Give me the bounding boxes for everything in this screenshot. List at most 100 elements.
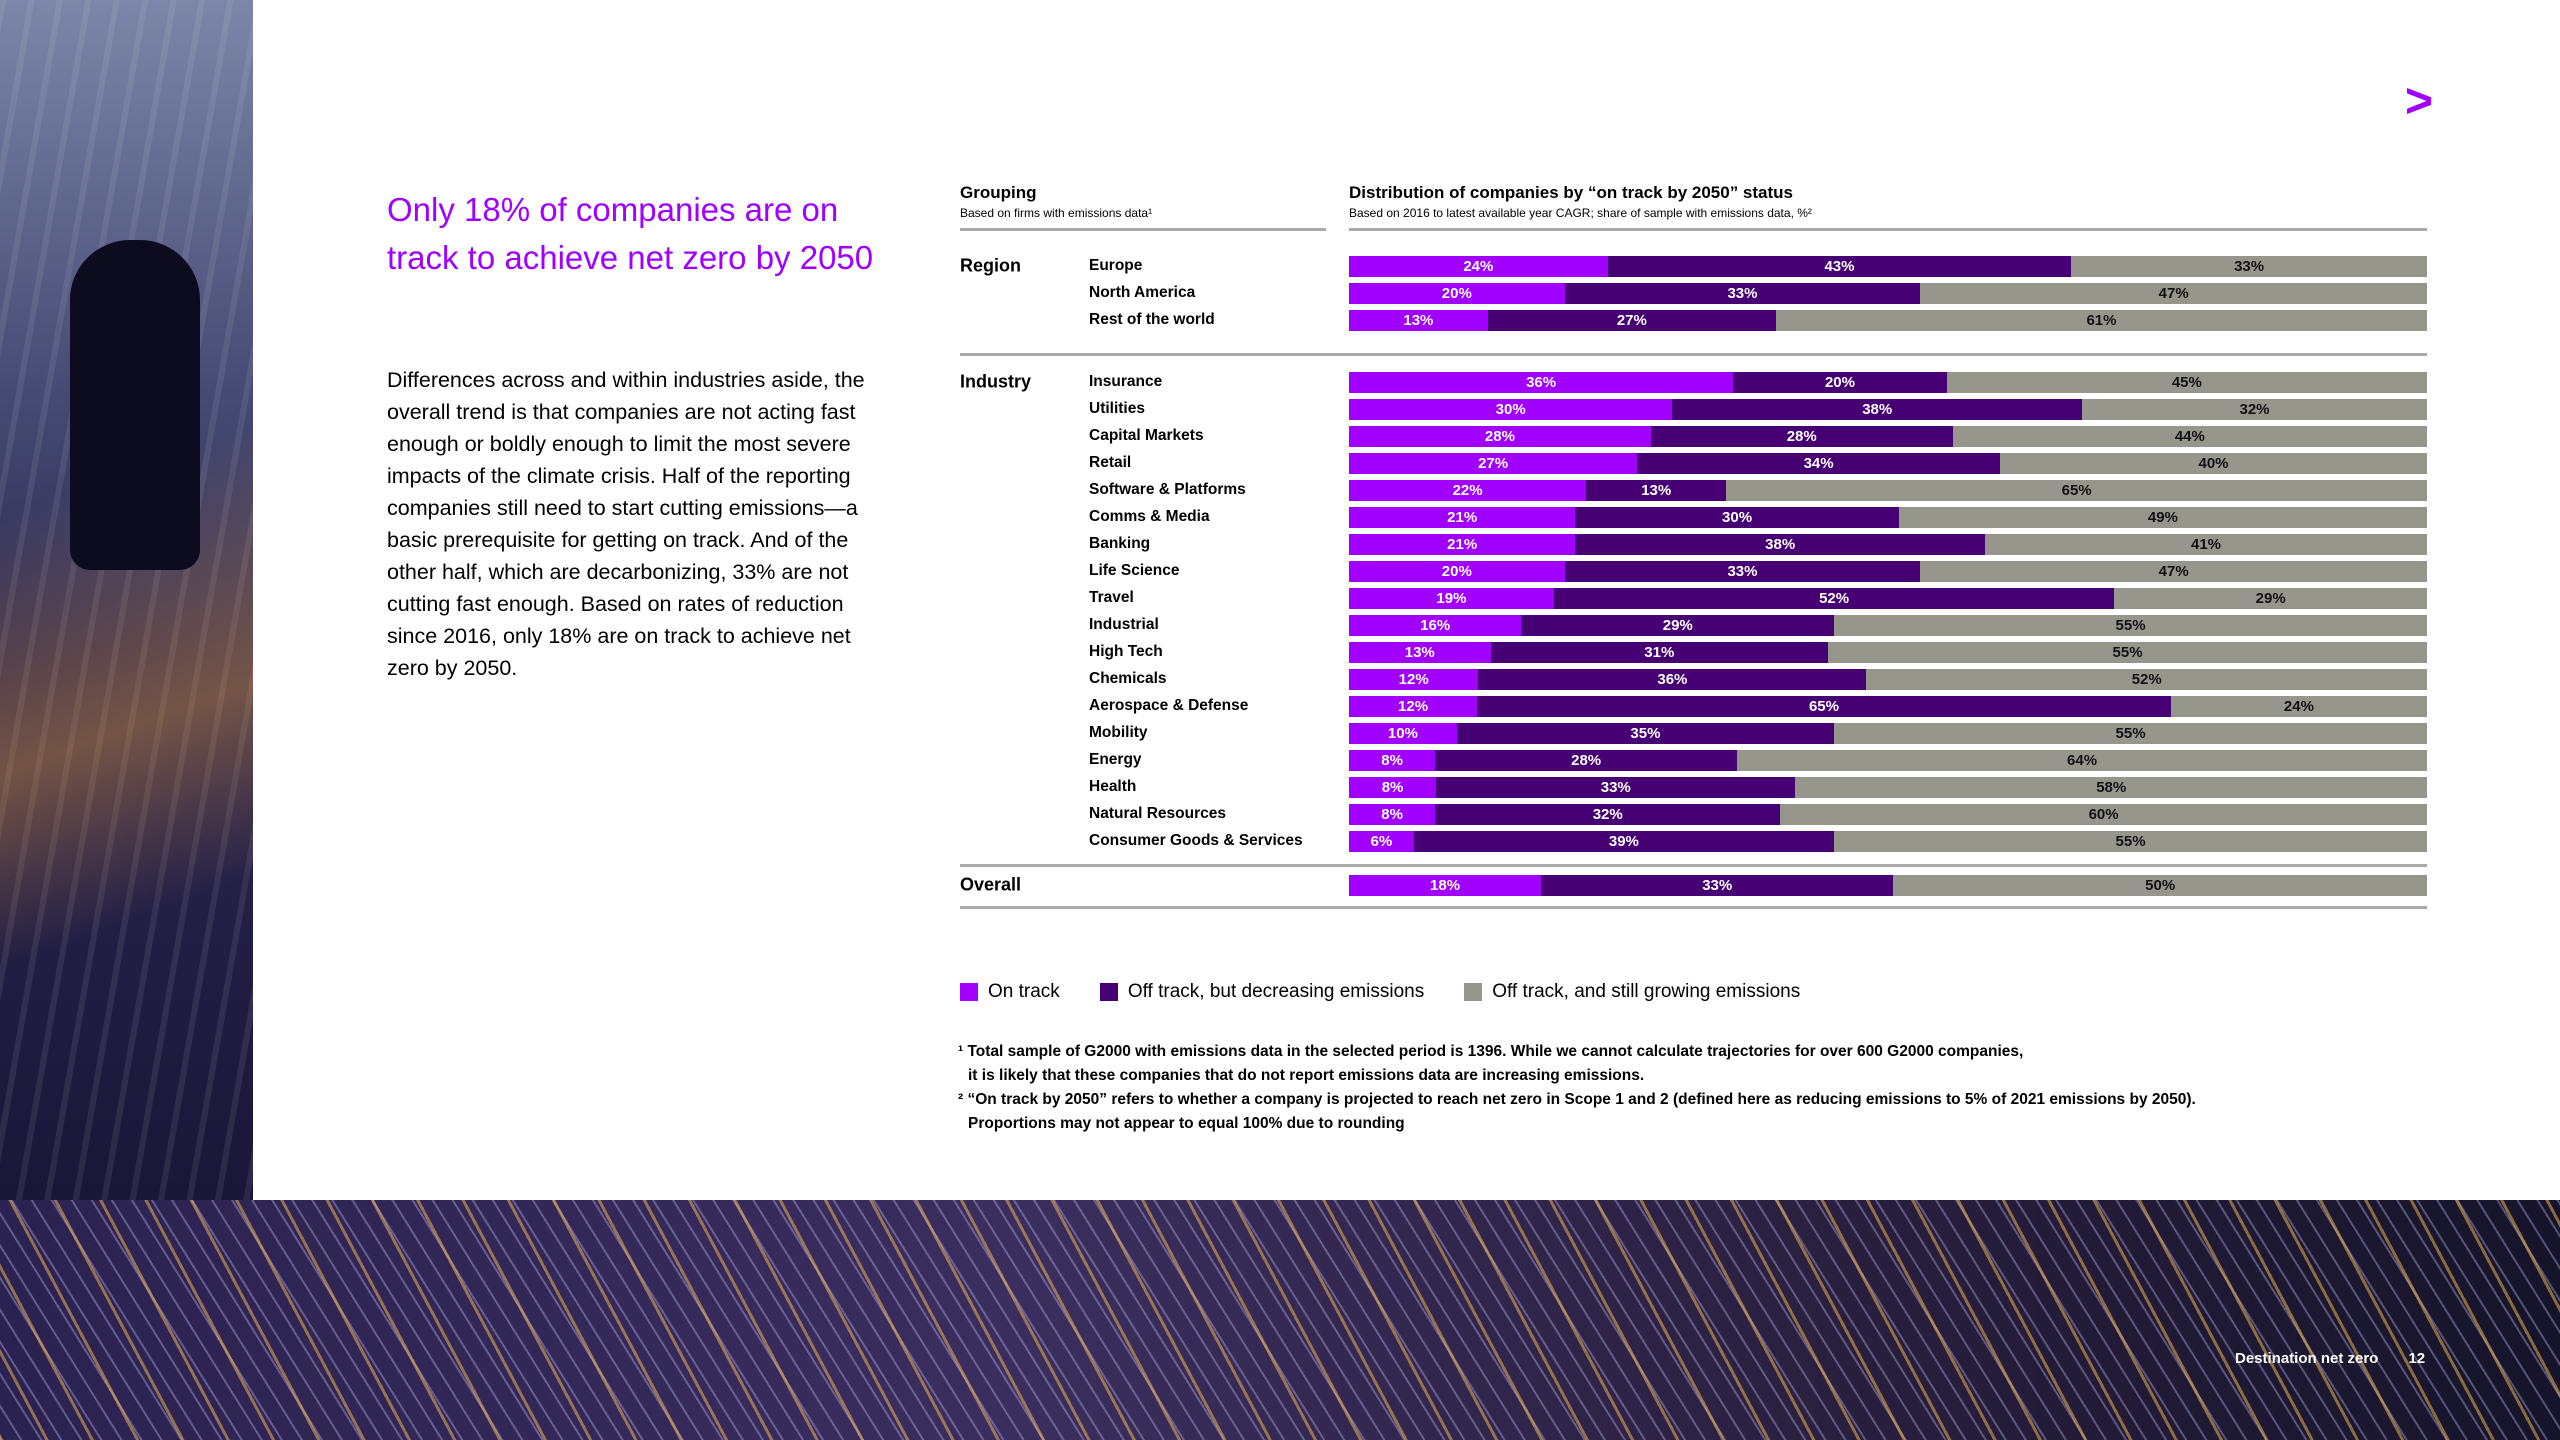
category-label: Software & Platforms <box>1089 481 1246 498</box>
bar-segment-on-track: 20% <box>1349 283 1565 304</box>
chart-title: Distribution of companies by “on track b… <box>1349 183 1793 202</box>
bar-segment-decreasing: 33% <box>1564 561 1921 582</box>
bar-segment-decreasing: 43% <box>1607 256 2072 277</box>
bar-segment-decreasing: 33% <box>1564 283 1921 304</box>
group-divider <box>960 906 2427 909</box>
bar-segment-on-track: 6% <box>1349 831 1414 852</box>
footnote: Proportions may not appear to equal 100%… <box>968 1115 1405 1132</box>
bar-segment-decreasing: 20% <box>1733 372 1947 393</box>
bar-segment-growing: 58% <box>1795 777 2427 798</box>
group-divider <box>960 353 2427 356</box>
bar-segment-growing: 40% <box>2000 453 2427 474</box>
category-label: Travel <box>1089 589 1134 606</box>
category-label: Consumer Goods & Services <box>1089 832 1303 849</box>
group-divider <box>960 864 2427 867</box>
bar-segment-decreasing: 31% <box>1490 642 1829 663</box>
bar-segment-growing: 45% <box>1946 372 2427 393</box>
bar-segment-growing: 65% <box>1726 480 2427 501</box>
bar-segment-on-track: 12% <box>1349 696 1478 717</box>
category-label: Health <box>1089 778 1137 795</box>
footnote: it is likely that these companies that d… <box>968 1067 1645 1084</box>
bar-segment-growing: 60% <box>1780 804 2427 825</box>
bar-segment-growing: 47% <box>1920 561 2427 582</box>
bar-segment-on-track: 36% <box>1349 372 1734 393</box>
bar-segment-decreasing: 32% <box>1435 804 1781 825</box>
group-label: Region <box>960 255 1021 276</box>
person-silhouette <box>70 240 200 570</box>
category-label: Capital Markets <box>1089 427 1204 444</box>
bar-segment-decreasing: 33% <box>1436 777 1796 798</box>
legend-label: On track <box>988 981 1060 1002</box>
bar-segment-on-track: 30% <box>1349 399 1673 420</box>
bar-segment-on-track: 16% <box>1349 615 1522 636</box>
bar-segment-decreasing: 52% <box>1553 588 2115 609</box>
bar-segment-growing: 49% <box>1898 507 2427 528</box>
bar-segment-on-track: 21% <box>1349 534 1576 555</box>
category-label: Europe <box>1089 257 1143 274</box>
category-label: North America <box>1089 284 1196 301</box>
bar-segment-growing: 41% <box>1985 534 2427 555</box>
category-label: Life Science <box>1089 562 1180 579</box>
bar-segment-decreasing: 38% <box>1575 534 1985 555</box>
legend: On track Off track, but decreasing emiss… <box>960 981 1800 1003</box>
bar-segment-on-track: 8% <box>1349 750 1436 771</box>
bar-segment-on-track: 13% <box>1349 642 1491 663</box>
bar-segment-decreasing: 39% <box>1413 831 1835 852</box>
legend-item-growing: Off track, and still growing emissions <box>1464 981 1800 1003</box>
bar-segment-on-track: 21% <box>1349 507 1576 528</box>
bar-segment-growing: 55% <box>1834 615 2427 636</box>
bar-segment-on-track: 27% <box>1349 453 1638 474</box>
bar-segment-growing: 61% <box>1775 310 2427 331</box>
legend-swatch <box>960 983 978 1001</box>
accenture-greater-than-icon: > <box>2405 75 2434 128</box>
category-label: Mobility <box>1089 724 1148 741</box>
bar-segment-on-track: 24% <box>1349 256 1608 277</box>
category-label: Chemicals <box>1089 670 1167 687</box>
category-label: Industrial <box>1089 616 1159 633</box>
bar-segment-growing: 32% <box>2082 399 2427 420</box>
bar-segment-decreasing: 27% <box>1487 310 1776 331</box>
bar-segment-growing: 55% <box>1834 831 2427 852</box>
footnotes: ¹ Total sample of G2000 with emissions d… <box>958 1040 2196 1136</box>
category-label: Rest of the world <box>1089 311 1215 328</box>
category-label: Banking <box>1089 535 1151 552</box>
bar-segment-decreasing: 38% <box>1672 399 2083 420</box>
footer-title: Destination net zero <box>2235 1350 2379 1367</box>
bar-segment-on-track: 28% <box>1349 426 1651 447</box>
bar-segment-on-track: 8% <box>1349 804 1436 825</box>
bar-segment-decreasing: 28% <box>1650 426 1953 447</box>
legend-label: Off track, but decreasing emissions <box>1127 981 1425 1002</box>
bar-segment-decreasing: 34% <box>1637 453 2001 474</box>
header-divider <box>1349 228 2427 231</box>
category-label: Retail <box>1089 454 1132 471</box>
page-title: Only 18% of companies are on track to ac… <box>387 191 874 276</box>
header-divider <box>960 228 1326 231</box>
page-footer: Destination net zero 12 <box>2235 1350 2425 1367</box>
bar-segment-on-track: 20% <box>1349 561 1565 582</box>
category-label: Energy <box>1089 751 1142 768</box>
bar-segment-growing: 29% <box>2114 588 2427 609</box>
category-label: Comms & Media <box>1089 508 1210 525</box>
bar-segment-decreasing: 33% <box>1541 875 1894 896</box>
page-number: 12 <box>2408 1350 2426 1367</box>
bar-segment-growing: 47% <box>1920 283 2427 304</box>
group-label: Industry <box>960 371 1032 392</box>
bar-segment-growing: 55% <box>1834 723 2427 744</box>
chart-subtitle: Based on 2016 to latest available year C… <box>1349 206 1812 220</box>
legend-swatch <box>1464 983 1483 1001</box>
category-label: Insurance <box>1089 373 1163 390</box>
background-photo-escalator <box>0 0 253 1200</box>
bar-segment-on-track: 8% <box>1349 777 1437 798</box>
legend-item-on-track: On track <box>960 981 1060 1003</box>
bar-segment-on-track: 22% <box>1349 480 1587 501</box>
body-paragraph: Differences across and within industries… <box>387 368 865 680</box>
bar-segment-decreasing: 35% <box>1456 723 1835 744</box>
category-label: Aerospace & Defense <box>1089 697 1249 714</box>
bar-segment-growing: 55% <box>1828 642 2427 663</box>
legend-item-decreasing: Off track, but decreasing emissions <box>1099 981 1425 1003</box>
bar-segment-decreasing: 28% <box>1435 750 1738 771</box>
bar-segment-growing: 50% <box>1893 875 2427 896</box>
bar-segment-on-track: 18% <box>1349 875 1542 896</box>
grouping-title: Grouping <box>960 183 1037 202</box>
bar-segment-growing: 64% <box>1737 750 2427 771</box>
